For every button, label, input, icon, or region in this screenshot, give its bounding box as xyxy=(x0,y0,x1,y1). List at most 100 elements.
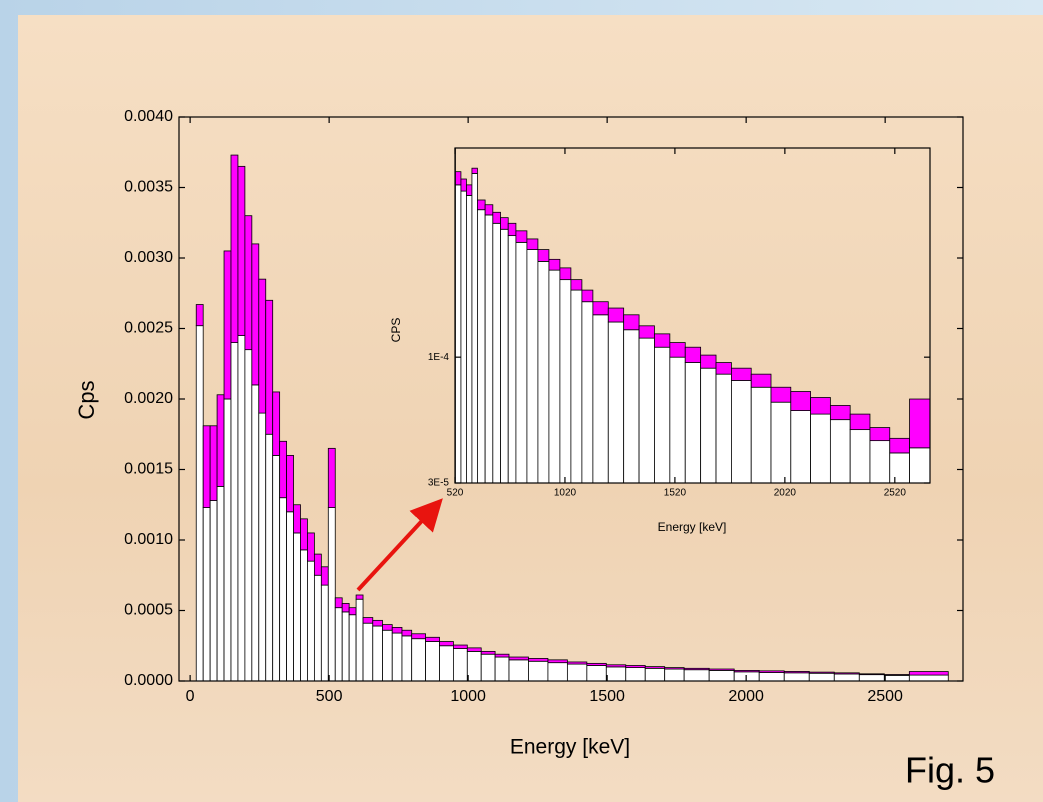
bar-segment xyxy=(461,179,466,191)
x-tick-label: 2500 xyxy=(867,688,903,705)
bar-segment xyxy=(909,672,948,676)
bar-segment xyxy=(884,675,909,681)
bar-segment xyxy=(495,657,509,681)
bar-segment xyxy=(342,612,349,681)
x-tick-label: 2020 xyxy=(774,488,797,499)
bar-segment xyxy=(231,155,238,343)
bar-segment xyxy=(392,633,402,681)
bar-segment xyxy=(266,434,273,681)
bar-segment xyxy=(850,414,870,430)
bar-segment xyxy=(528,661,547,681)
bar-segment xyxy=(834,674,859,681)
bar-segment xyxy=(516,231,527,243)
bar-segment xyxy=(830,420,850,483)
bar-segment xyxy=(626,665,645,667)
bar-segment xyxy=(571,290,582,483)
bar-segment xyxy=(850,430,870,483)
bar-segment xyxy=(402,630,412,636)
bar-segment xyxy=(356,595,363,599)
x-tick-label: 1500 xyxy=(589,688,625,705)
bar-segment xyxy=(859,675,884,681)
x-axis-label: Energy [keV] xyxy=(510,736,630,759)
bar-segment xyxy=(809,673,834,681)
bar-segment xyxy=(495,654,509,657)
x-tick-label: 520 xyxy=(447,488,464,499)
bar-segment xyxy=(280,441,287,497)
y-tick-label: 0.0025 xyxy=(124,320,173,337)
bar-segment xyxy=(217,486,224,681)
bar-segment xyxy=(516,242,527,483)
bar-segment xyxy=(280,498,287,681)
y-tick-label: 0.0035 xyxy=(124,179,173,196)
bar-segment xyxy=(509,660,528,681)
bar-segment xyxy=(467,651,481,681)
bar-segment xyxy=(307,533,314,561)
bar-segment xyxy=(300,519,307,550)
y-tick-label: 0.0005 xyxy=(124,602,173,619)
bar-segment xyxy=(606,667,625,681)
bar-segment xyxy=(238,336,245,681)
bar-segment xyxy=(784,671,809,672)
bar-segment xyxy=(335,608,342,681)
bar-segment xyxy=(639,338,654,483)
bar-segment xyxy=(567,664,586,681)
bar-segment xyxy=(196,326,203,681)
bar-segment xyxy=(363,623,373,681)
y-axis-label: Cps xyxy=(74,380,99,419)
bar-segment xyxy=(196,305,203,326)
bar-segment xyxy=(294,533,301,681)
x-tick-label: 1520 xyxy=(664,488,687,499)
bar-segment xyxy=(567,662,586,664)
x-tick-label: 2000 xyxy=(728,688,764,705)
bar-segment xyxy=(759,671,784,673)
bar-segment xyxy=(624,330,639,483)
bar-segment xyxy=(884,675,909,676)
bar-segment xyxy=(461,191,466,483)
bar-segment xyxy=(349,615,356,681)
bar-segment xyxy=(639,326,654,338)
y-tick-label: 3E-5 xyxy=(428,478,450,489)
bar-segment xyxy=(784,673,809,681)
bar-segment xyxy=(314,554,321,575)
bar-segment xyxy=(426,637,440,641)
x-tick-label: 1020 xyxy=(554,488,577,499)
bar-segment xyxy=(493,223,501,483)
bar-segment xyxy=(870,428,890,441)
bar-segment xyxy=(455,172,460,185)
bar-segment xyxy=(830,405,850,419)
bar-segment xyxy=(252,244,259,385)
bar-segment xyxy=(349,608,356,615)
bar-segment xyxy=(834,673,859,674)
bar-segment xyxy=(477,210,485,483)
bar-segment xyxy=(527,239,538,250)
bar-segment xyxy=(373,626,383,681)
bar-segment xyxy=(273,455,280,681)
bar-segment xyxy=(508,223,516,235)
bar-segment xyxy=(426,642,440,681)
bar-segment xyxy=(509,657,528,660)
bar-segment xyxy=(716,363,731,375)
bar-segment xyxy=(501,218,509,230)
y-tick-label: 0.0030 xyxy=(124,249,173,266)
page: Energy [keV] Cps Fig. 5 Energy [keV] CPS… xyxy=(0,0,1043,802)
bar-segment xyxy=(485,205,493,215)
bar-segment xyxy=(528,658,547,661)
bar-segment xyxy=(472,168,477,173)
bar-segment xyxy=(412,634,426,639)
bar-segment xyxy=(811,414,831,483)
bar-segment xyxy=(645,667,664,669)
bar-segment xyxy=(485,215,493,483)
bar-segment xyxy=(210,501,217,681)
bar-segment xyxy=(709,669,734,670)
inset-x-axis-label: Energy [keV] xyxy=(658,520,727,534)
bar-segment xyxy=(626,668,645,681)
bar-segment xyxy=(548,663,567,681)
bar-segment xyxy=(287,512,294,681)
bar-segment xyxy=(203,508,210,681)
bar-segment xyxy=(890,453,910,483)
bar-segment xyxy=(910,399,941,448)
bar-segment xyxy=(809,672,834,673)
bar-segment xyxy=(328,448,335,507)
bar-segment xyxy=(481,651,495,654)
bar-segment xyxy=(608,308,623,322)
